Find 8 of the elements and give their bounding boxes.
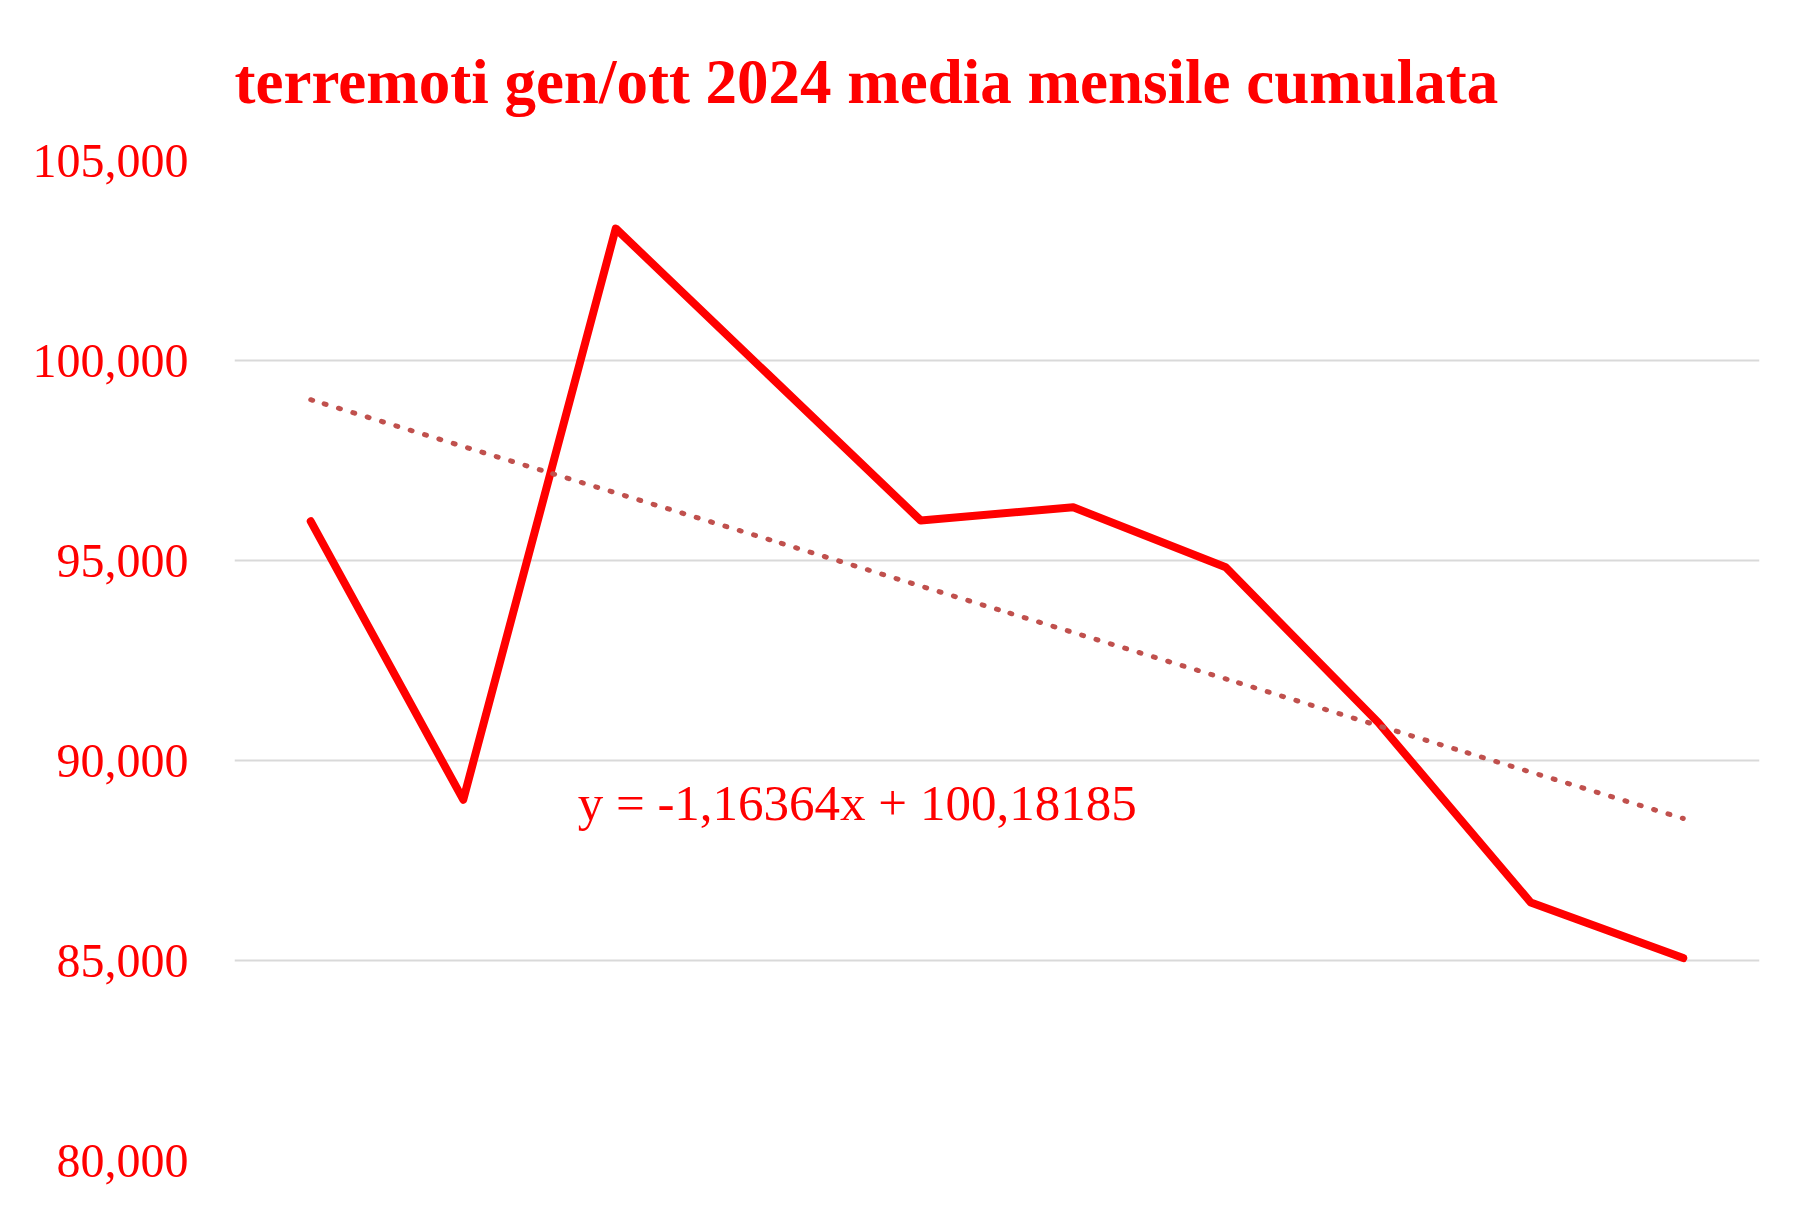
y-tick-label: 85,000 bbox=[56, 933, 189, 987]
y-tick-label: 100,000 bbox=[32, 333, 189, 387]
chart-title: terremoti gen/ott 2024 media mensile cumulata bbox=[234, 46, 1499, 117]
y-tick-label: 95,000 bbox=[56, 533, 189, 587]
y-tick-label: 80,000 bbox=[56, 1133, 189, 1187]
annotation: y = -1,16364x + 100,18185 bbox=[577, 774, 1137, 831]
y-tick-label: 105,000 bbox=[32, 133, 189, 187]
y-tick-label: 90,000 bbox=[56, 733, 189, 787]
